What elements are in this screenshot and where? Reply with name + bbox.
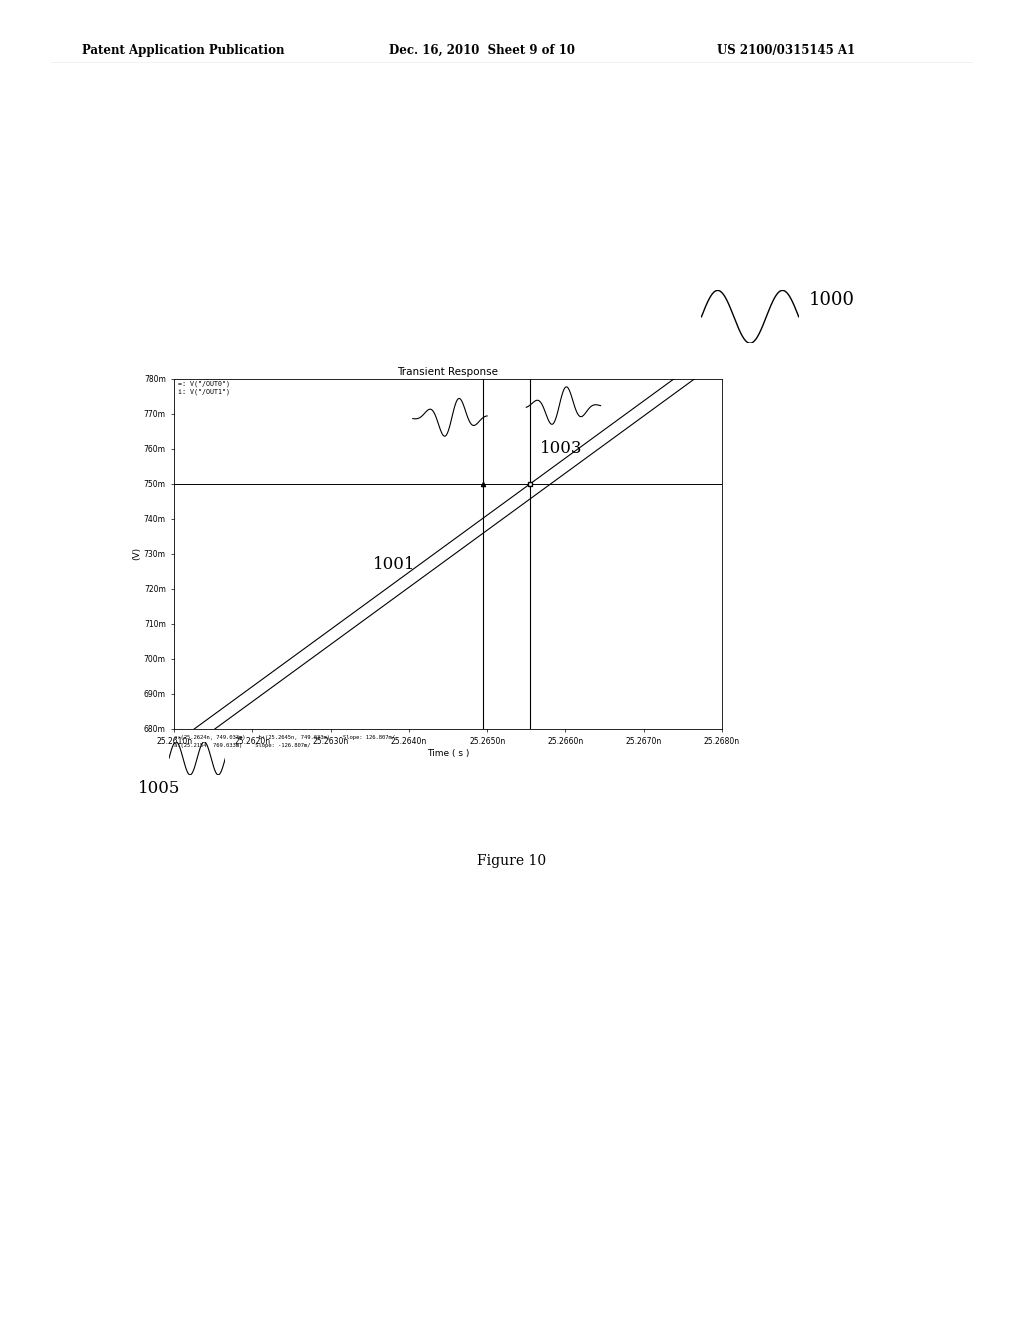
Text: a:(25.2154  769.033m)    Slope: -126.807m/: a:(25.2154 769.033m) Slope: -126.807m/	[174, 743, 310, 748]
Text: Dec. 16, 2010  Sheet 9 of 10: Dec. 16, 2010 Sheet 9 of 10	[389, 44, 575, 57]
Text: Figure 10: Figure 10	[477, 854, 547, 867]
X-axis label: Time ( s ): Time ( s )	[427, 748, 469, 758]
Text: US 2100/0315145 A1: US 2100/0315145 A1	[717, 44, 855, 57]
Text: Patent Application Publication: Patent Application Publication	[82, 44, 285, 57]
Y-axis label: (V): (V)	[132, 548, 141, 560]
Title: Transient Response: Transient Response	[397, 367, 499, 376]
Text: 1003: 1003	[540, 441, 583, 457]
Text: =: V("/OUT0")
i: V("/OUT1"): =: V("/OUT0") i: V("/OUT1")	[178, 380, 230, 395]
Text: 1001: 1001	[373, 557, 416, 573]
Text: 1005: 1005	[137, 780, 180, 796]
Text: 1000: 1000	[809, 290, 855, 309]
Text: a:(25.2624n, 749.033m)    b:(25.2645n, 749.033m)    Slope: 126.807m/: a:(25.2624n, 749.033m) b:(25.2645n, 749.…	[174, 735, 395, 741]
